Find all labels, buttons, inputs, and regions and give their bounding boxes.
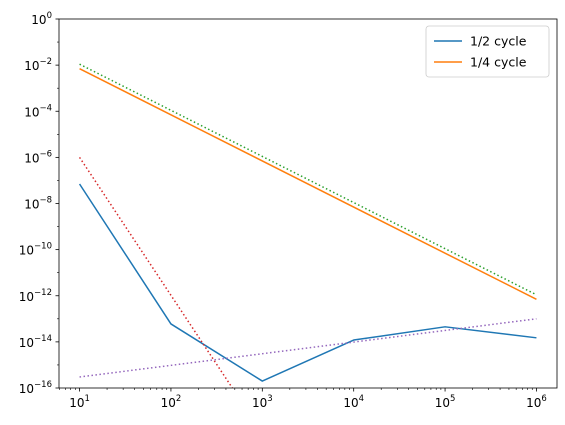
- legend-label: 1/2 cycle: [470, 34, 527, 49]
- y-tick-label-base: 10: [19, 336, 34, 350]
- y-tick-label: 10−4: [24, 103, 52, 119]
- y-tick-label-base: 10: [24, 151, 39, 165]
- y-tick-label-exponent: −6: [39, 149, 52, 159]
- y-tick-label: 10−14: [19, 334, 52, 350]
- y-tick-label-base: 10: [24, 198, 39, 212]
- x-tick-label-exponent: 4: [359, 394, 364, 404]
- y-tick-label-exponent: 0: [47, 11, 52, 21]
- x-tick-label-base: 10: [252, 396, 267, 410]
- y-tick-label-base: 10: [19, 244, 34, 258]
- x-axis: 101 102 103 104 105 106: [58, 388, 547, 410]
- y-tick-label-exponent: −10: [34, 242, 52, 252]
- y-tick-label-exponent: −2: [39, 57, 52, 67]
- plot-area: [59, 19, 557, 388]
- y-tick-label-base: 10: [24, 59, 39, 73]
- series-line-1-2-cycle: [78, 183, 537, 382]
- y-tick-label-exponent: −4: [39, 103, 52, 113]
- x-tick-label-base: 10: [526, 396, 541, 410]
- x-tick-label-exponent: 3: [267, 394, 272, 404]
- x-tick-label-exponent: 2: [176, 394, 181, 404]
- legend: 1/2 cycle 1/4 cycle: [425, 25, 550, 78]
- legend-box: [425, 25, 550, 78]
- series-layer: [78, 63, 537, 388]
- x-tick-label-base: 10: [161, 396, 176, 410]
- x-tick-label-base: 10: [343, 396, 358, 410]
- y-tick-label: 10−8: [24, 196, 52, 212]
- y-tick-label: 10−6: [24, 149, 52, 165]
- x-tick-label-exponent: 6: [541, 394, 546, 404]
- y-tick-label-base: 10: [19, 290, 34, 304]
- x-tick-label: 105: [435, 394, 456, 410]
- x-tick-label: 106: [526, 394, 547, 410]
- y-tick-label: 10−16: [19, 380, 52, 396]
- y-tick-label-exponent: −12: [34, 288, 52, 298]
- series-line-1-4-cycle: [79, 68, 537, 300]
- y-tick-label: 10−10: [19, 242, 52, 258]
- y-tick-label-exponent: −14: [34, 334, 52, 344]
- x-tick-label: 104: [343, 394, 364, 410]
- y-tick-label-base: 10: [31, 13, 46, 27]
- x-tick-label: 102: [161, 394, 182, 410]
- y-tick-label-exponent: −16: [34, 380, 52, 390]
- legend-label: 1/4 cycle: [470, 55, 527, 70]
- y-tick-label: 10−12: [19, 288, 52, 304]
- x-tick-label: 103: [252, 394, 273, 410]
- x-tick-label-base: 10: [435, 396, 450, 410]
- series-line-dotted-4: [79, 318, 537, 378]
- x-tick-label-exponent: 1: [84, 394, 89, 404]
- x-tick-label: 101: [69, 394, 90, 410]
- y-tick-label: 100: [31, 11, 52, 27]
- y-tick-label-exponent: −8: [39, 196, 52, 206]
- y-tick-label: 10−2: [24, 57, 52, 73]
- x-tick-label-exponent: 5: [450, 394, 455, 404]
- y-tick-label-base: 10: [19, 382, 34, 396]
- y-tick-label-base: 10: [24, 105, 39, 119]
- series-line-dotted-2: [79, 63, 537, 296]
- x-tick-label-base: 10: [69, 396, 84, 410]
